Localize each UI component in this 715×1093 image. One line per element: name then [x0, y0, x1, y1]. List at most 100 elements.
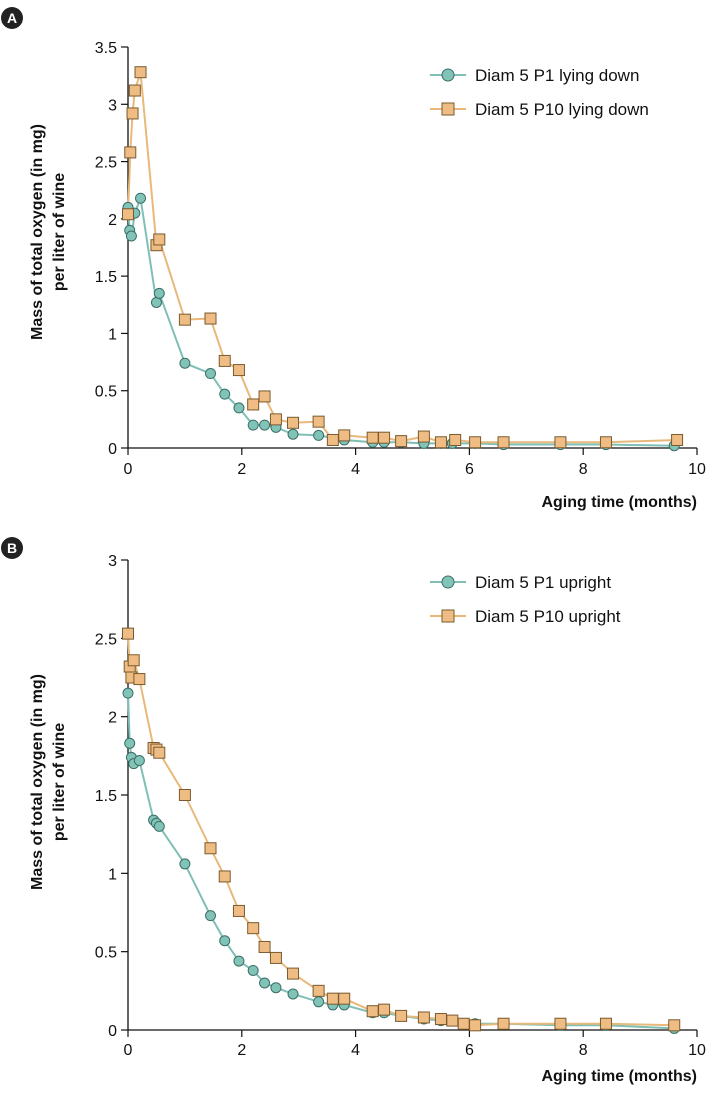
y-tick-label-a: 3	[108, 97, 117, 114]
y-tick-label-b: 3	[108, 553, 117, 570]
data-point-p10-a	[247, 398, 260, 411]
data-point-p10-a	[128, 84, 141, 97]
data-point-p10-a	[134, 66, 147, 79]
data-point-p1-a	[205, 368, 217, 380]
data-point-p1-a	[153, 287, 165, 299]
legend-label-p1-a: Diam 5 P1 lying down	[475, 66, 639, 85]
data-point-p10-a	[434, 436, 447, 449]
panel-badge-b	[1, 537, 23, 559]
data-point-p10-b	[232, 904, 245, 917]
x-tick-label-b: 8	[579, 1042, 588, 1059]
y-tick-label-a: 2	[108, 212, 117, 229]
y-tick-label-a: 0	[108, 441, 117, 458]
data-point-p10-b	[668, 1019, 681, 1032]
data-point-p10-a	[258, 390, 271, 403]
series-line-p10-a	[127, 71, 678, 444]
data-point-p1-a	[313, 429, 325, 441]
data-point-p1-a	[233, 402, 245, 414]
data-point-p10-b	[417, 1011, 430, 1024]
data-point-p10-a	[204, 312, 217, 325]
data-point-p10-b	[178, 789, 191, 801]
data-point-p1-b	[179, 858, 191, 870]
y-tick-label-a: 1.5	[95, 269, 117, 286]
data-point-p1-b	[122, 687, 134, 699]
data-point-p10-a	[671, 433, 684, 446]
y-tick-label-b: 2.5	[95, 631, 117, 648]
data-point-p10-b	[269, 951, 282, 964]
data-point-p1-b	[313, 996, 325, 1008]
legend-label-p10-b: Diam 5 P10 upright	[475, 607, 621, 626]
data-point-p10-a	[449, 433, 462, 446]
y-tick-label-a: 1	[108, 326, 117, 343]
legend-label-p1-b: Diam 5 P1 upright	[475, 573, 611, 592]
data-point-p10-b	[395, 1009, 408, 1022]
data-point-p1-b	[259, 977, 271, 989]
data-point-p10-b	[497, 1017, 510, 1030]
x-tick-label-a: 2	[237, 461, 246, 478]
data-point-p10-a	[178, 313, 191, 326]
data-point-p10-a	[395, 435, 408, 448]
data-point-p1-b	[205, 910, 217, 922]
data-point-p1-a	[259, 419, 271, 431]
data-point-p10-b	[122, 627, 134, 640]
data-point-p1-b	[247, 964, 259, 976]
data-point-p1-a	[150, 296, 162, 308]
data-point-p10-a	[312, 415, 325, 428]
x-axis-title-a: Aging time (months)	[541, 494, 697, 511]
y-tick-label-b: 1.5	[95, 788, 117, 805]
y-tick-label-a: 0.5	[95, 384, 117, 401]
x-tick-label-b: 6	[465, 1042, 474, 1059]
x-tick-label-a: 10	[688, 461, 706, 478]
x-tick-label-a: 4	[351, 461, 360, 478]
y-axis-title-line2-b: per liter of wine	[51, 723, 68, 841]
data-point-p10-b	[378, 1003, 391, 1016]
data-point-p10-a	[218, 354, 231, 367]
x-tick-label-a: 8	[579, 461, 588, 478]
data-point-p10-b	[434, 1013, 447, 1026]
data-point-p1-a	[179, 357, 191, 369]
series-line-p1-a	[127, 197, 675, 447]
data-point-p10-a	[269, 413, 282, 426]
x-tick-label-b: 0	[124, 1042, 133, 1059]
data-point-p10-b	[599, 1017, 612, 1030]
data-point-p1-b	[270, 982, 282, 994]
data-point-p10-a	[122, 208, 134, 221]
legend-marker-p1-b	[441, 575, 455, 589]
data-point-p10-a	[326, 433, 339, 446]
legend-marker-p10-b	[441, 609, 455, 623]
y-tick-label-b: 1	[108, 866, 117, 883]
x-tick-label-b: 2	[237, 1042, 246, 1059]
data-point-p10-a	[232, 364, 245, 377]
x-tick-label-b: 4	[351, 1042, 360, 1059]
data-point-p10-b	[326, 992, 339, 1005]
data-point-p10-a	[287, 416, 300, 429]
x-tick-label-b: 10	[688, 1042, 706, 1059]
data-point-p10-a	[366, 431, 379, 444]
y-axis-title-line1-b: Mass of total oxygen (in mg)	[29, 674, 46, 890]
data-point-p10-b	[338, 992, 351, 1005]
data-point-p1-b	[219, 935, 231, 947]
data-point-p10-a	[417, 430, 430, 443]
panel-letter-b: B	[7, 540, 17, 556]
data-point-p10-b	[218, 870, 231, 883]
y-tick-label-b: 2	[108, 710, 117, 727]
data-point-p10-b	[204, 842, 217, 855]
data-point-p10-a	[378, 431, 391, 444]
series-line-p10-b	[127, 633, 675, 1027]
data-point-p10-b	[127, 654, 140, 667]
legend-marker-p1-a	[441, 68, 455, 82]
panel-badge-a	[1, 7, 23, 29]
data-point-p10-a	[554, 436, 567, 449]
x-tick-label-a: 6	[465, 461, 474, 478]
data-point-p10-a	[469, 436, 482, 449]
data-point-p10-a	[153, 233, 166, 246]
data-point-p10-b	[366, 1005, 379, 1018]
data-point-p10-a	[124, 146, 137, 159]
legend-marker-p10-a	[441, 102, 455, 116]
data-point-p1-a	[219, 388, 231, 400]
chart-panel-a: A 0 0.5 1 1.5 2 2.5 3 3.5 0 2 4 6 8 10 Aging time (mont…	[1, 7, 706, 511]
y-tick-label-a: 2.5	[95, 155, 117, 172]
data-point-p10-b	[153, 746, 166, 759]
data-point-p1-b	[124, 737, 136, 749]
y-tick-label-b: 0	[108, 1023, 117, 1040]
